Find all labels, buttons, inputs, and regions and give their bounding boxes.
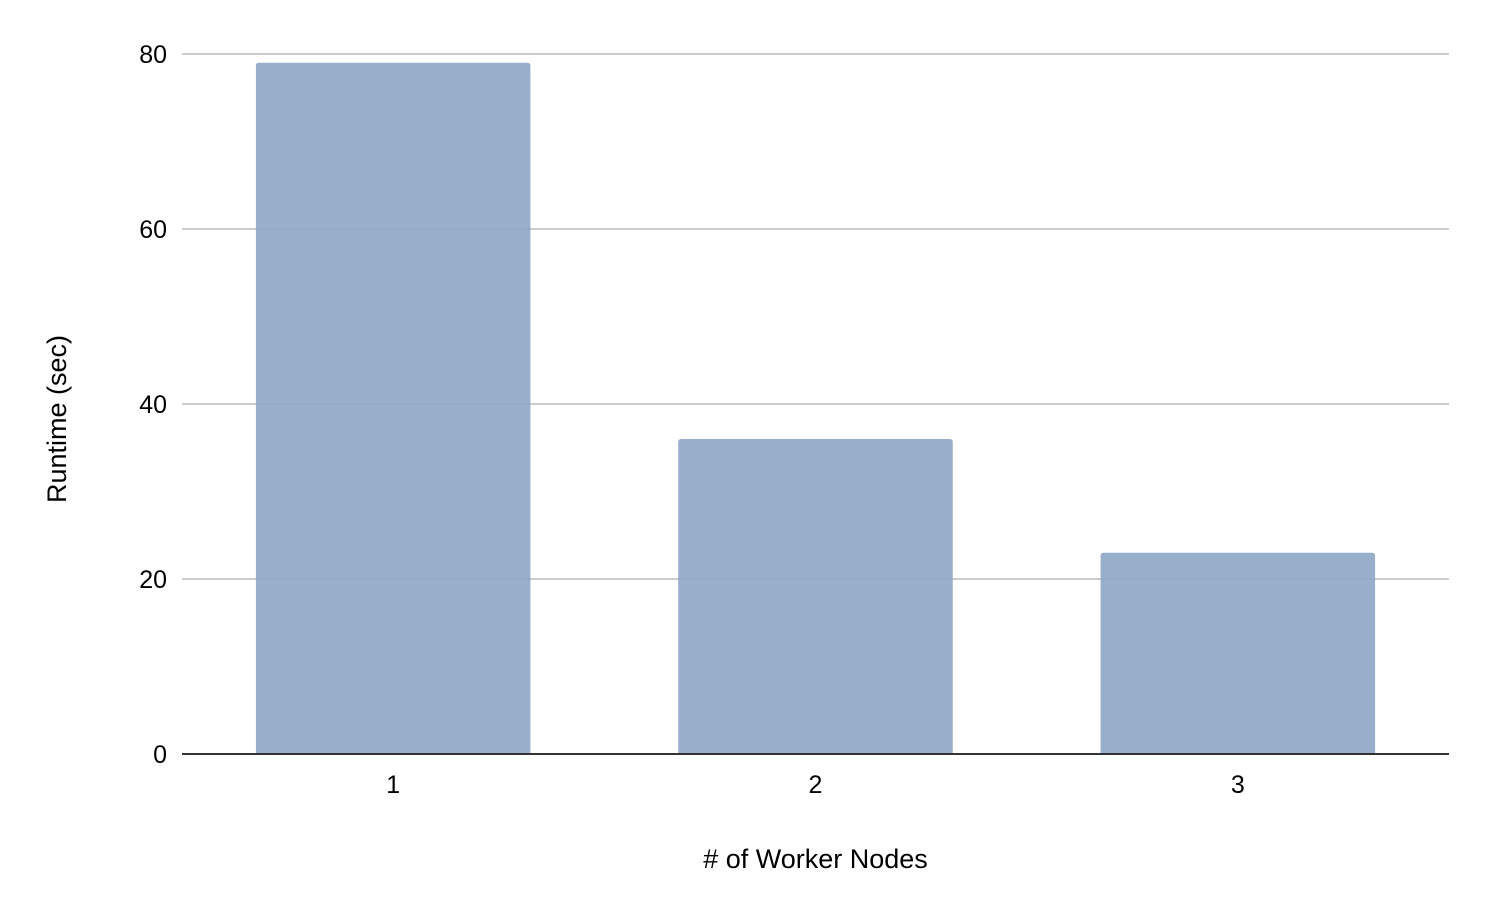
y-tick-label: 20 [139, 566, 167, 594]
y-axis-ticks: 0 20 40 60 80 [139, 41, 167, 769]
x-tick-label: 2 [809, 771, 823, 799]
y-tick-label: 0 [153, 741, 167, 769]
x-axis-title: # of Worker Nodes [703, 844, 928, 874]
y-tick-label: 60 [139, 216, 167, 244]
bar-1 [255, 62, 531, 754]
y-tick-label: 80 [139, 41, 167, 69]
bar-2 [678, 439, 953, 754]
y-tick-label: 40 [139, 391, 167, 419]
bars [255, 62, 1376, 754]
x-tick-label: 3 [1231, 771, 1245, 799]
y-axis-title: Runtime (sec) [42, 335, 72, 503]
x-axis-ticks: 1 2 3 [386, 771, 1245, 799]
bar-3 [1100, 552, 1376, 754]
x-tick-label: 1 [386, 771, 400, 799]
